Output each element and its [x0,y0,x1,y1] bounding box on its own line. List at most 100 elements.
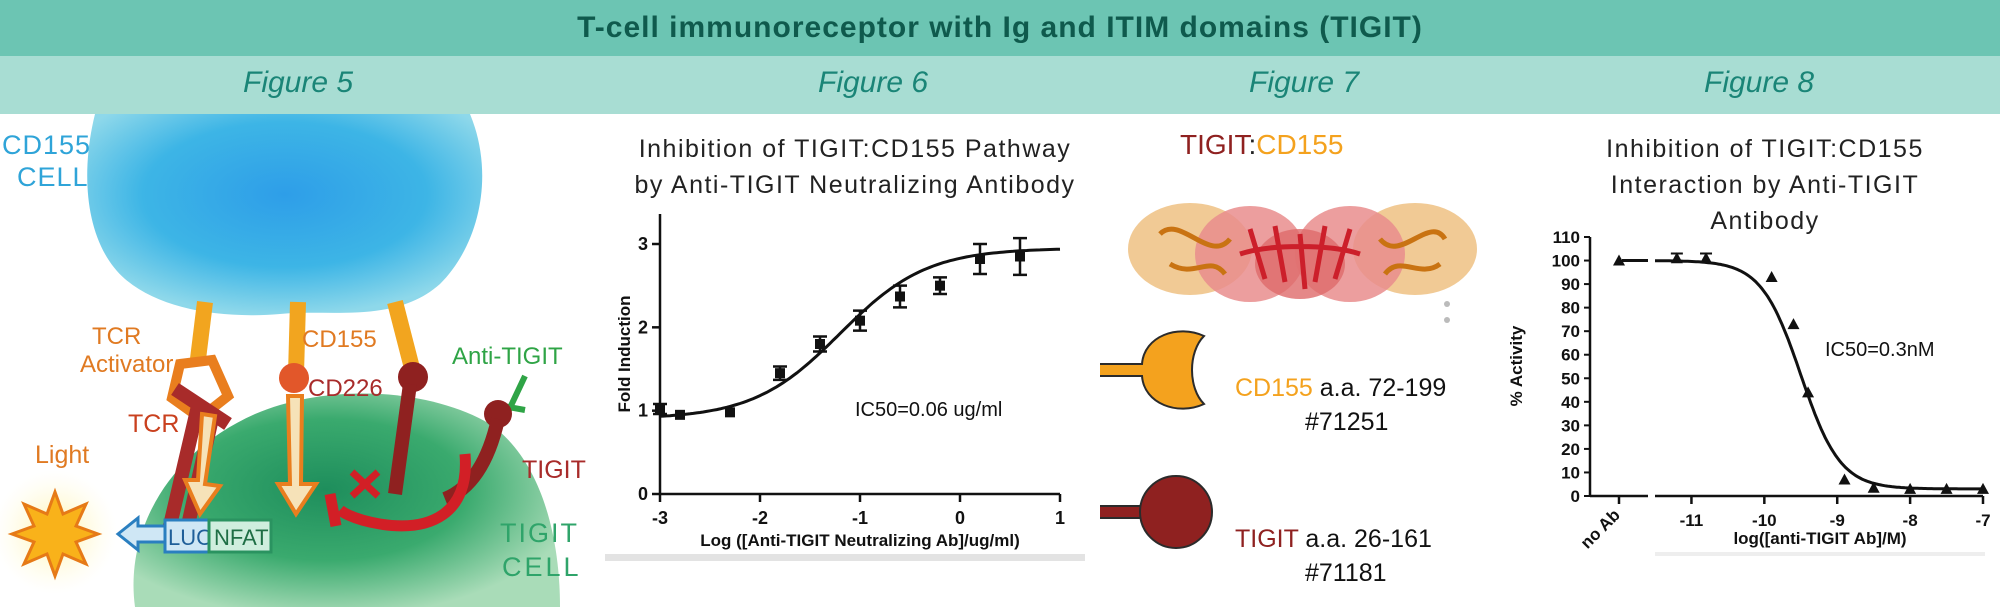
chart8-x-tick-label: -8 [1903,511,1918,530]
chart8-title-line-1: Inhibition of TIGIT:CD155 [1606,135,1924,163]
chart6-y-tick-label: 1 [638,401,648,421]
cd155-to-tigit-stalk [387,300,421,374]
tcr-activator-label-1: TCR [92,323,141,350]
chart8-x-tick-label: -9 [1830,511,1845,530]
chart6-y-tick-label: 2 [638,317,648,337]
chart6-x-tick-label: -1 [852,508,868,528]
chart6-data-point [815,339,825,349]
chart6-title-line-2: by Anti-TIGIT Neutralizing Antibody [634,171,1075,199]
tcr-activator-label-2: Activator [80,351,173,378]
cd155-construct-icon [1100,330,1206,410]
chart6-data-point [895,291,905,302]
chart8-y-tick-label: 110 [1553,228,1580,247]
light-label: Light [35,441,89,469]
cd155-construct-name: CD155 [1235,374,1313,402]
tigit-cell-label-1: TIGIT [500,518,579,548]
tigit-label: TIGIT [522,456,586,484]
chart8-data-point [1940,482,1953,494]
chart8-y-tick-label: 70 [1561,322,1580,341]
chart8-data-point [1700,252,1713,264]
chart6-annotation: IC50=0.06 ug/ml [855,399,1002,421]
chart8-data-point [1867,481,1880,493]
figure-5-panel: CD155 CELL TIGIT CELL TCR Activator TCR … [0,114,600,607]
chart6-title-line-1: Inhibition of TIGIT:CD155 Pathway [639,135,1072,163]
cd155-construct-range: a.a. 72-199 [1313,374,1446,402]
chart8-data-point [1904,482,1917,494]
chart-fold-induction: Inhibition of TIGIT:CD155 Pathway by Ant… [605,135,1085,561]
tigit-receptor [442,417,505,506]
chart6-data-point [725,407,735,418]
tcr-label: TCR [128,410,179,438]
chart8-x-tick-label: -11 [1680,511,1704,530]
chart6-y-label: Fold Induction [615,295,634,412]
signal-arrow-2 [274,394,320,518]
nfat-label: NFAT [214,525,269,550]
cd155-catalog: #71251 [1305,408,1388,436]
chart8-y-tick-label: 30 [1561,416,1580,435]
chart6-data-point [1015,251,1025,262]
chart8-y-tick-label: 80 [1561,299,1580,318]
chart8-data-point [1838,473,1851,485]
figure-6-panel: Inhibition of TIGIT:CD155 Pathway by Ant… [600,114,1100,607]
tigit-catalog: #71181 [1305,559,1387,587]
tigit-construct-icon [1100,505,1143,519]
cd155-ligand-head [279,363,309,393]
chart8-title-line-2: Interaction by Anti-TIGIT [1611,171,1919,199]
tigit-construct-label: TIGIT a.a. 26-161 [1235,525,1432,553]
page-title: T-cell immunoreceptor with Ig and ITIM d… [577,11,1423,44]
chart8-fit-curve [1655,259,1983,491]
chart8-data-point [1670,252,1683,264]
chart8-annotation: IC50=0.3nM [1825,339,1935,361]
chart6-data-point [855,315,865,326]
chart8-y-tick-label: 0 [1571,487,1580,506]
figure-7-title-cd155: CD155 [1256,129,1343,160]
chart6-x-tick-label: 0 [955,508,965,528]
tigit-construct-range: a.a. 26-161 [1298,525,1431,553]
chart6-baseline-shadow [605,554,1085,561]
chart6-data-point [935,280,945,291]
signal-arrow-1 [181,411,224,519]
luc-label: LUC [168,525,212,550]
chart8-noab-label: no Ab [1577,505,1624,552]
chart8-noab-point [1613,254,1625,266]
chart8-data-point [1802,386,1815,398]
protein-structure-image [1128,203,1477,323]
cd155-cell-label-1: CD155 [2,130,91,160]
chart8-data-point [1787,318,1800,330]
cd155-cell-label-2: CELL [17,162,89,192]
chart6-data-point [675,409,685,420]
light-starburst-icon [7,487,103,581]
inhibition-arrow [324,453,471,532]
chart8-title-line-3: Antibody [1710,207,1819,235]
chart8-y-tick-label: 40 [1561,393,1580,412]
chart8-y-tick-label: 90 [1561,275,1580,294]
cd155-label: CD155 [302,326,377,353]
chart6-y-tick-label: 0 [638,484,648,504]
chart8-y-tick-label: 100 [1552,252,1580,271]
chart6-x-label: Log ([Anti-TIGIT Neutralizing Ab]/ug/ml) [700,531,1019,550]
cd155-cell [87,114,483,316]
figure-6-label: Figure 6 [818,66,929,99]
chart8-data-point [1765,271,1778,283]
figure-7-title-tigit: TIGIT [1180,129,1251,160]
chart6-x-tick-label: -3 [652,508,668,528]
chart8-y-tick-label: 50 [1561,369,1580,388]
figure-7-title: TIGIT:CD155 [1180,129,1343,160]
tcr-activator-stalk [190,301,213,360]
cd226-label: CD226 [308,375,383,402]
tigit-cell-label-2: CELL [502,552,582,582]
figure-8-label: Figure 8 [1704,66,1815,99]
tigit-construct-head [1139,475,1213,549]
cell-signaling-diagram: CD155 CELL TIGIT CELL TCR Activator TCR … [0,114,586,607]
figure-label-bar: Figure 5 Figure 6 Figure 7 Figure 8 [0,56,2000,114]
anti-tigit-label: Anti-TIGIT [452,343,563,370]
chart8-baseline-shadow [1655,552,1985,556]
block-x-icon [349,469,381,499]
chart8-data-point [1977,482,1989,494]
chart6-x-tick-label: 1 [1055,508,1065,528]
cd155-construct-label: CD155 a.a. 72-199 [1235,374,1446,402]
chart8-y-label: % Activity [1507,325,1526,406]
chart8-x-tick-label: -7 [1975,511,1990,530]
chart-percent-activity: Inhibition of TIGIT:CD155 Interaction by… [1507,135,1991,556]
chart6-data-point [975,254,985,264]
